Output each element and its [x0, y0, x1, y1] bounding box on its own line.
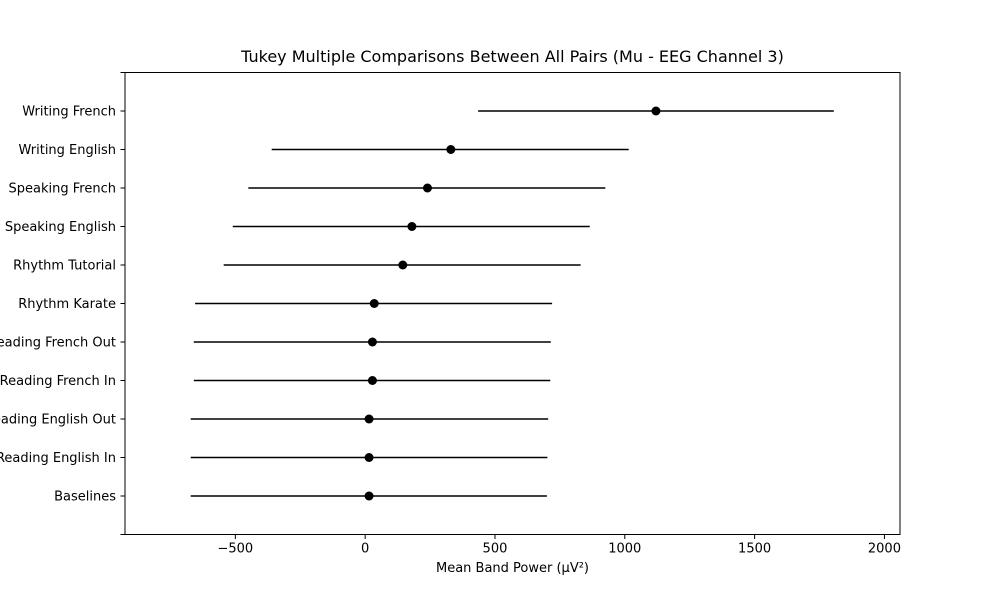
chart-title: Tukey Multiple Comparisons Between All P…	[241, 47, 784, 66]
y-tick-label: Rhythm Tutorial	[13, 259, 116, 274]
y-tick-label: Reading French In	[0, 374, 116, 389]
y-tick-label: Baselines	[54, 490, 116, 505]
mean-point	[398, 260, 408, 270]
x-tick-label: 1000	[608, 542, 641, 557]
y-tick-label: Rhythm Karate	[18, 297, 116, 312]
y-tick-label: Speaking French	[9, 182, 116, 197]
x-tick-label: 0	[361, 542, 369, 557]
x-tick-label: −500	[217, 542, 253, 557]
mean-point	[651, 106, 661, 116]
mean-point	[364, 414, 374, 424]
y-tick-label: Reading English In	[0, 451, 116, 466]
mean-point	[367, 337, 377, 347]
y-tick-label: Writing French	[22, 105, 116, 120]
mean-point	[369, 299, 379, 308]
mean-point	[446, 145, 456, 154]
y-tick-label: Reading English Out	[0, 413, 116, 428]
mean-point	[364, 453, 374, 462]
comparison-intervals	[190, 106, 834, 501]
y-tick-label: Reading French Out	[0, 336, 116, 351]
x-tick-label: 500	[483, 542, 508, 557]
y-axis: Writing French Writing English Speaking Fr…	[0, 72, 125, 535]
mean-point	[407, 222, 417, 231]
y-tick-label: Writing English	[19, 143, 117, 158]
x-axis-label: Mean Band Power (µV²)	[435, 561, 590, 576]
x-axis: −500 0 500 1000 1500 2000	[217, 534, 901, 557]
x-tick-label: 2000	[868, 542, 901, 557]
mean-point	[364, 491, 374, 501]
mean-point	[422, 183, 432, 193]
mean-point	[367, 376, 377, 385]
x-tick-label: 1500	[738, 542, 771, 557]
y-tick-label: Speaking English	[5, 220, 116, 235]
